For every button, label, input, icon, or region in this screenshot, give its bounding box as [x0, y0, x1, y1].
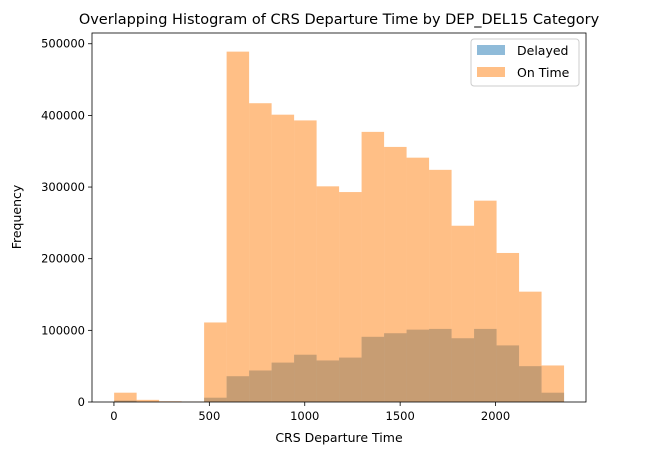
- bar-on-time-17: [496, 252, 520, 402]
- x-tick-label: 1000: [290, 409, 319, 423]
- y-axis-ticks: 0 100000 200000 300000 400000 500000: [41, 37, 92, 409]
- legend-swatch-on-time: [477, 67, 505, 77]
- y-tick-label: 400000: [41, 108, 85, 122]
- bar-on-time-0: [114, 392, 137, 402]
- x-axis-label: CRS Departure Time: [275, 430, 403, 445]
- chart-title: Overlapping Histogram of CRS Departure T…: [79, 12, 600, 28]
- bar-on-time-13: [406, 157, 430, 402]
- legend-label-on-time: On Time: [517, 65, 570, 80]
- legend: Delayed On Time: [470, 38, 580, 87]
- plot-frame: [91, 32, 587, 403]
- bar-on-time-10: [339, 192, 362, 402]
- y-tick-label: 200000: [41, 252, 85, 266]
- bar-on-time-4: [204, 322, 227, 402]
- bar-on-time-6: [249, 103, 272, 402]
- bar-on-time-16: [474, 200, 497, 402]
- bar-on-time-9: [316, 186, 340, 402]
- y-axis-label: Frequency: [9, 184, 24, 249]
- x-tick-label: 2000: [481, 409, 510, 423]
- y-tick-label: 300000: [41, 180, 85, 194]
- bar-on-time-12: [384, 146, 407, 402]
- x-tick-label: 1500: [386, 409, 415, 423]
- bars-layer: [114, 51, 565, 403]
- y-tick-label: 0: [78, 395, 85, 409]
- legend-label-delayed: Delayed: [517, 43, 568, 58]
- bar-on-time-7: [271, 114, 295, 403]
- x-tick-label: 500: [198, 409, 220, 423]
- bar-on-time-15: [451, 225, 475, 402]
- bar-on-time-1: [136, 399, 160, 402]
- x-tick-label: 0: [110, 409, 117, 423]
- bar-on-time-19: [541, 365, 565, 402]
- bar-on-time-18: [519, 291, 542, 402]
- legend-swatch-delayed: [477, 45, 505, 55]
- bar-on-time-11: [361, 131, 385, 402]
- bar-on-time-14: [429, 169, 452, 402]
- y-tick-label: 100000: [41, 323, 85, 337]
- x-axis-ticks: 0 500 1000 1500 2000: [110, 402, 510, 423]
- y-tick-label: 500000: [41, 37, 85, 51]
- bar-on-time-8: [294, 120, 317, 402]
- bar-on-time-5: [226, 51, 250, 402]
